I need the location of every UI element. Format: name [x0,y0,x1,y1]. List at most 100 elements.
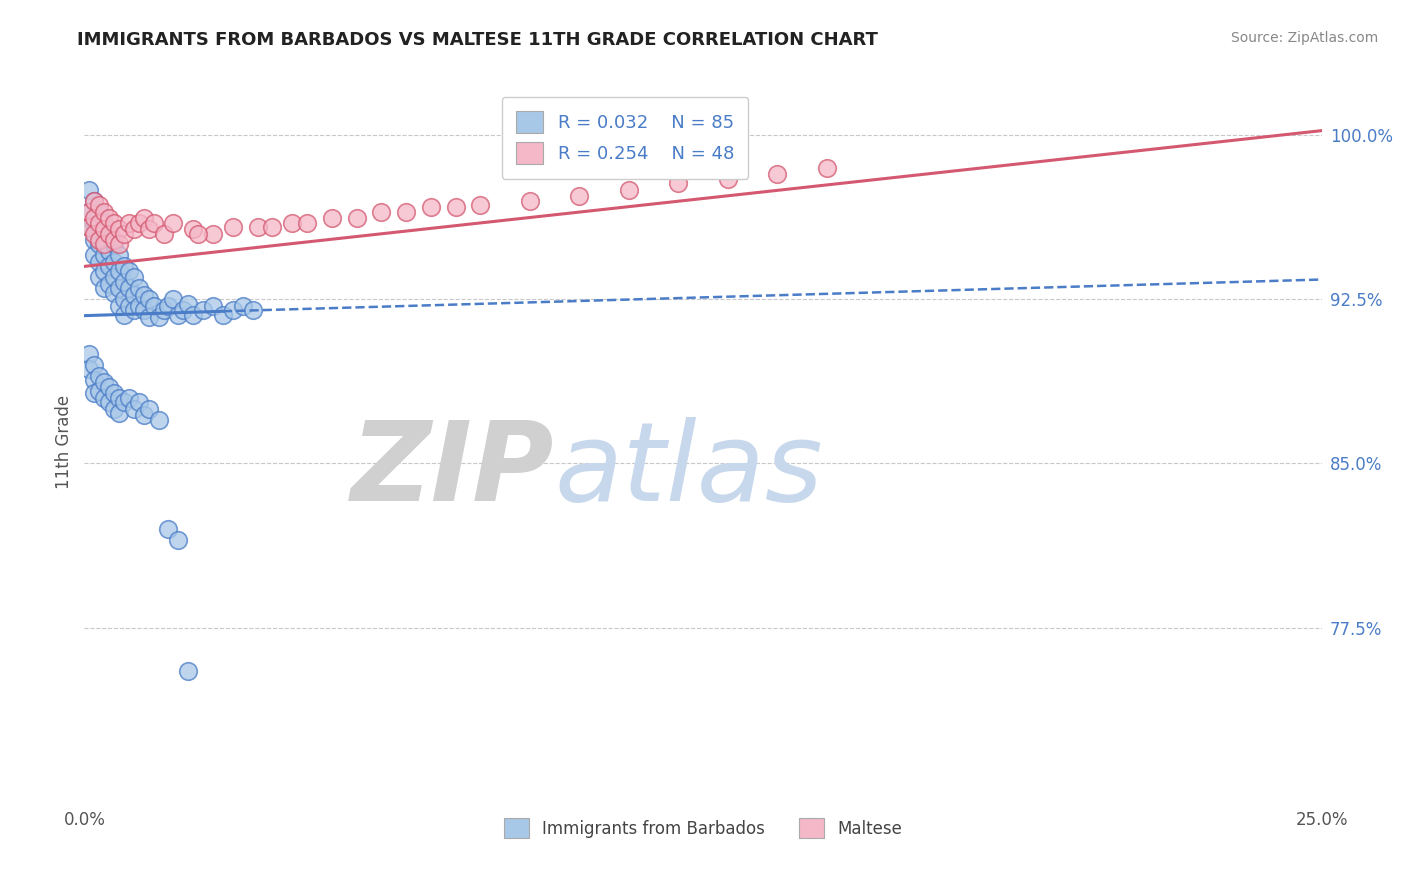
Point [89,237,111,252]
Point [112,260,135,274]
Point [766,168,789,182]
Point [83,248,105,262]
Point [89,384,111,399]
Point [79,347,101,361]
Point [83,216,105,230]
Legend: Immigrants from Barbados, Maltese: Immigrants from Barbados, Maltese [498,812,908,845]
Point [83,194,105,208]
Point [167,308,190,322]
Point [108,391,131,405]
Point [93,391,115,405]
Point [568,189,591,203]
Point [118,281,141,295]
Point [103,270,125,285]
Point [295,216,318,230]
Point [98,211,121,226]
Point [89,204,111,219]
Point [519,194,541,208]
Point [79,219,101,234]
Point [98,395,121,409]
Point [419,200,441,214]
Point [108,264,131,278]
Point [108,281,131,295]
Point [83,373,105,387]
Point [222,303,245,318]
Point [222,219,245,234]
Point [93,237,115,252]
Point [202,299,225,313]
Point [83,386,105,401]
Point [98,227,121,241]
Point [93,216,115,230]
Point [138,310,160,324]
Point [93,376,115,390]
Y-axis label: 11th Grade: 11th Grade [55,394,73,489]
Text: atlas: atlas [554,417,823,524]
Text: ZIP: ZIP [352,417,554,524]
Text: IMMIGRANTS FROM BARBADOS VS MALTESE 11TH GRADE CORRELATION CHART: IMMIGRANTS FROM BARBADOS VS MALTESE 11TH… [77,31,879,49]
Point [112,308,135,322]
Point [132,211,155,226]
Point [83,211,105,226]
Point [122,303,145,318]
Point [118,264,141,278]
Point [162,292,184,306]
Text: Source: ZipAtlas.com: Source: ZipAtlas.com [1230,31,1378,45]
Point [89,270,111,285]
Point [138,292,160,306]
Point [128,216,150,230]
Point [177,296,200,310]
Point [181,308,204,322]
Point [242,303,264,318]
Point [191,303,214,318]
Point [148,310,170,324]
Point [617,183,640,197]
Point [108,406,131,420]
Point [321,211,343,226]
Point [83,233,105,247]
Point [103,386,125,401]
Point [108,299,131,313]
Point [232,299,254,313]
Point [89,216,111,230]
Point [177,665,200,679]
Point [142,299,165,313]
Point [93,248,115,262]
Point [79,204,101,219]
Point [93,233,115,247]
Point [103,255,125,269]
Point [815,161,838,175]
Point [172,303,194,318]
Point [112,292,135,306]
Point [83,194,105,208]
Point [138,222,160,236]
Point [132,288,155,302]
Point [122,222,145,236]
Point [152,227,174,241]
Point [83,227,105,241]
Point [89,233,111,247]
Point [666,176,689,190]
Point [157,299,180,313]
Point [162,216,184,230]
Point [118,216,141,230]
Point [79,204,101,219]
Point [108,248,131,262]
Point [89,198,111,212]
Point [108,222,131,236]
Point [103,285,125,300]
Point [93,222,115,236]
Point [470,198,492,212]
Point [118,299,141,313]
Point [138,401,160,416]
Point [128,299,150,313]
Point [89,255,111,269]
Point [103,233,125,247]
Point [98,380,121,394]
Point [262,219,284,234]
Point [167,533,190,547]
Point [98,277,121,291]
Point [103,237,125,252]
Point [212,308,235,322]
Point [112,275,135,289]
